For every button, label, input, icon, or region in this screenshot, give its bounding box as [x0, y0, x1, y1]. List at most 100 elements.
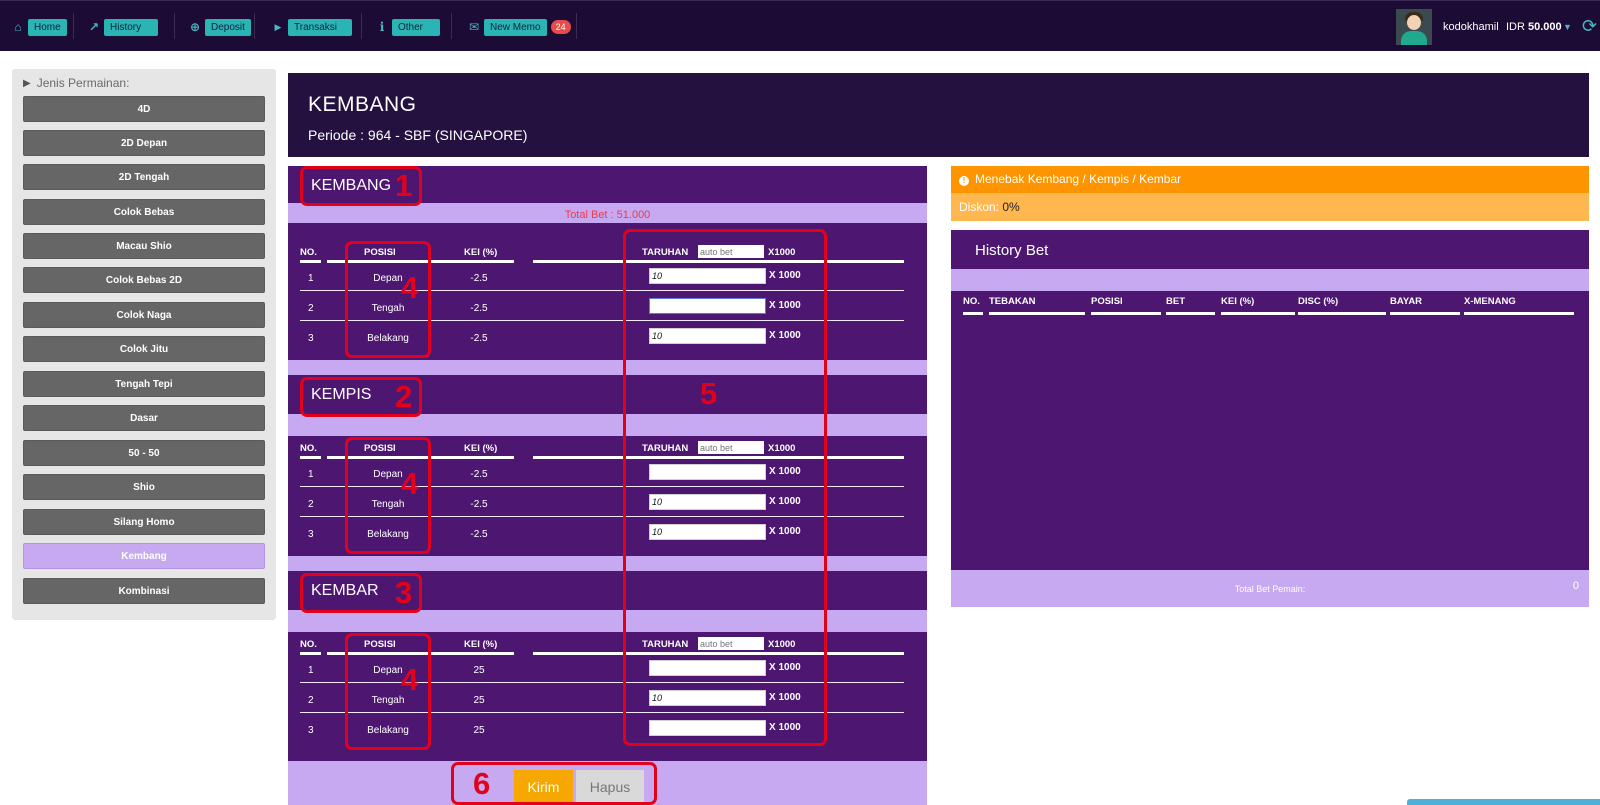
nav-transaksi-label: Transaksi [288, 18, 352, 36]
info-text: Menebak Kembang / Kempis / Kembar [975, 172, 1182, 186]
row-kei: 25 [473, 725, 485, 736]
row-no: 1 [308, 665, 314, 676]
history-header-underline [1166, 312, 1215, 315]
refresh-icon[interactable]: ⟳ [1582, 16, 1598, 36]
bet-amount-input[interactable] [649, 328, 766, 344]
game-btn-colok-bebas-2d[interactable]: Colok Bebas 2D [23, 267, 265, 293]
annotation-box-4 [345, 633, 431, 750]
nav-history[interactable]: ↗ History [86, 18, 158, 36]
annotation-number-6: 6 [473, 766, 491, 801]
x1000-label: X 1000 [769, 330, 801, 341]
autobet-input[interactable] [698, 637, 764, 650]
bet-amount-input[interactable] [649, 720, 766, 736]
game-btn-colok-naga[interactable]: Colok Naga [23, 302, 265, 328]
history-header-underline [1390, 312, 1460, 315]
history-divider [951, 269, 1589, 291]
row-no: 3 [308, 725, 314, 736]
game-btn-kembang[interactable]: Kembang [23, 543, 265, 569]
row-no: 2 [308, 303, 314, 314]
bet-amount-input[interactable] [649, 660, 766, 676]
game-btn-tengah-tepi[interactable]: Tengah Tepi [23, 371, 265, 397]
row-kei: -2.5 [470, 529, 488, 540]
nav-divider [576, 13, 577, 39]
total-bet-pemain-label: Total Bet Pemain: [1234, 584, 1306, 594]
history-footer: Total Bet Pemain: 0 [951, 570, 1589, 607]
nav-new-memo[interactable]: ✉ New Memo 24 [466, 18, 571, 36]
discount-bar: Diskon: 0% [951, 193, 1589, 221]
x1000-label: X 1000 [769, 526, 801, 537]
nav-other[interactable]: i Other [374, 18, 440, 36]
history-col-header: X-MENANG [1464, 296, 1516, 307]
col-header-kei: KEI (%) [464, 639, 498, 650]
section-divider [288, 360, 927, 375]
col-header-kei: KEI (%) [464, 443, 498, 454]
autobet-input[interactable] [698, 441, 764, 454]
game-btn-silang-homo[interactable]: Silang Homo [23, 509, 265, 535]
annotation-box-4 [345, 437, 431, 554]
bet-amount-input[interactable] [649, 690, 766, 706]
game-btn-2d-depan[interactable]: 2D Depan [23, 130, 265, 156]
col-header-x1000: X1000 [768, 443, 796, 454]
nav-divider [174, 13, 175, 39]
header-underline [533, 260, 904, 263]
info-icon: i [379, 20, 385, 34]
game-btn-2d-tengah[interactable]: 2D Tengah [23, 164, 265, 190]
header-underline [327, 260, 514, 263]
history-col-header: NO. [963, 296, 980, 307]
row-divider [300, 290, 904, 291]
section-divider [288, 414, 927, 436]
game-btn-colok-jitu[interactable]: Colok Jitu [23, 336, 265, 362]
col-header-taruhan: TARUHAN [642, 639, 689, 650]
row-divider [300, 516, 904, 517]
header-underline [453, 652, 514, 655]
chart-line-icon: ↗ [88, 20, 100, 34]
header-underline [300, 456, 321, 459]
game-btn-shio[interactable]: Shio [23, 474, 265, 500]
game-type-sidebar: ▶ Jenis Permainan: 4D 2D Depan 2D Tengah… [12, 69, 276, 620]
nav-divider [361, 13, 362, 39]
row-no: 2 [308, 695, 314, 706]
col-header-posisi: POSISI [364, 639, 396, 650]
game-btn-kombinasi[interactable]: Kombinasi [23, 578, 265, 604]
row-posisi: Tengah [371, 695, 405, 706]
annotation-box-6 [451, 762, 657, 805]
game-btn-macau-shio[interactable]: Macau Shio [23, 233, 265, 259]
x1000-label: X 1000 [769, 300, 801, 311]
header-underline [300, 652, 321, 655]
header-underline [453, 456, 514, 459]
nav-transaksi[interactable]: ▶ Transaksi [270, 18, 352, 36]
bet-amount-input[interactable] [649, 464, 766, 480]
game-btn-4d[interactable]: 4D [23, 96, 265, 122]
row-kei: 25 [473, 665, 485, 676]
col-header-no: NO. [300, 247, 317, 258]
scrollbar[interactable] [1407, 799, 1600, 805]
username[interactable]: kodokhamil [1443, 21, 1499, 33]
bet-amount-input[interactable] [649, 298, 766, 314]
history-bet-panel: History Bet Total Bet Pemain: 0 NO. TEBAK… [951, 230, 1589, 607]
hapus-button[interactable]: Hapus [576, 770, 644, 804]
bet-amount-input[interactable] [649, 524, 766, 540]
nav-home[interactable]: ⌂ Home [10, 18, 67, 36]
page-header: KEMBANG Periode : 964 - SBF (SINGAPORE) [288, 73, 1589, 157]
x1000-label: X 1000 [769, 270, 801, 281]
game-btn-dasar[interactable]: Dasar [23, 405, 265, 431]
nav-deposit[interactable]: ⊕ Deposit [187, 18, 251, 36]
bet-amount-input[interactable] [649, 268, 766, 284]
row-no: 3 [308, 529, 314, 540]
avatar[interactable] [1396, 9, 1432, 45]
history-col-header: POSISI [1091, 296, 1123, 307]
row-no: 2 [308, 499, 314, 510]
bet-amount-input[interactable] [649, 494, 766, 510]
history-header-underline [989, 312, 1085, 315]
autobet-input[interactable] [698, 245, 764, 258]
x1000-label: X 1000 [769, 466, 801, 477]
kirim-button[interactable]: Kirim [514, 770, 573, 804]
game-btn-colok-bebas[interactable]: Colok Bebas [23, 199, 265, 225]
row-kei: -2.5 [470, 499, 488, 510]
chevron-down-icon[interactable]: ▼ [1563, 22, 1572, 32]
plus-circle-icon: ⊕ [189, 20, 201, 34]
row-posisi: Depan [373, 273, 403, 284]
row-kei: -2.5 [470, 469, 488, 480]
history-col-header: DISC (%) [1298, 296, 1339, 307]
game-btn-50-50[interactable]: 50 - 50 [23, 440, 265, 466]
